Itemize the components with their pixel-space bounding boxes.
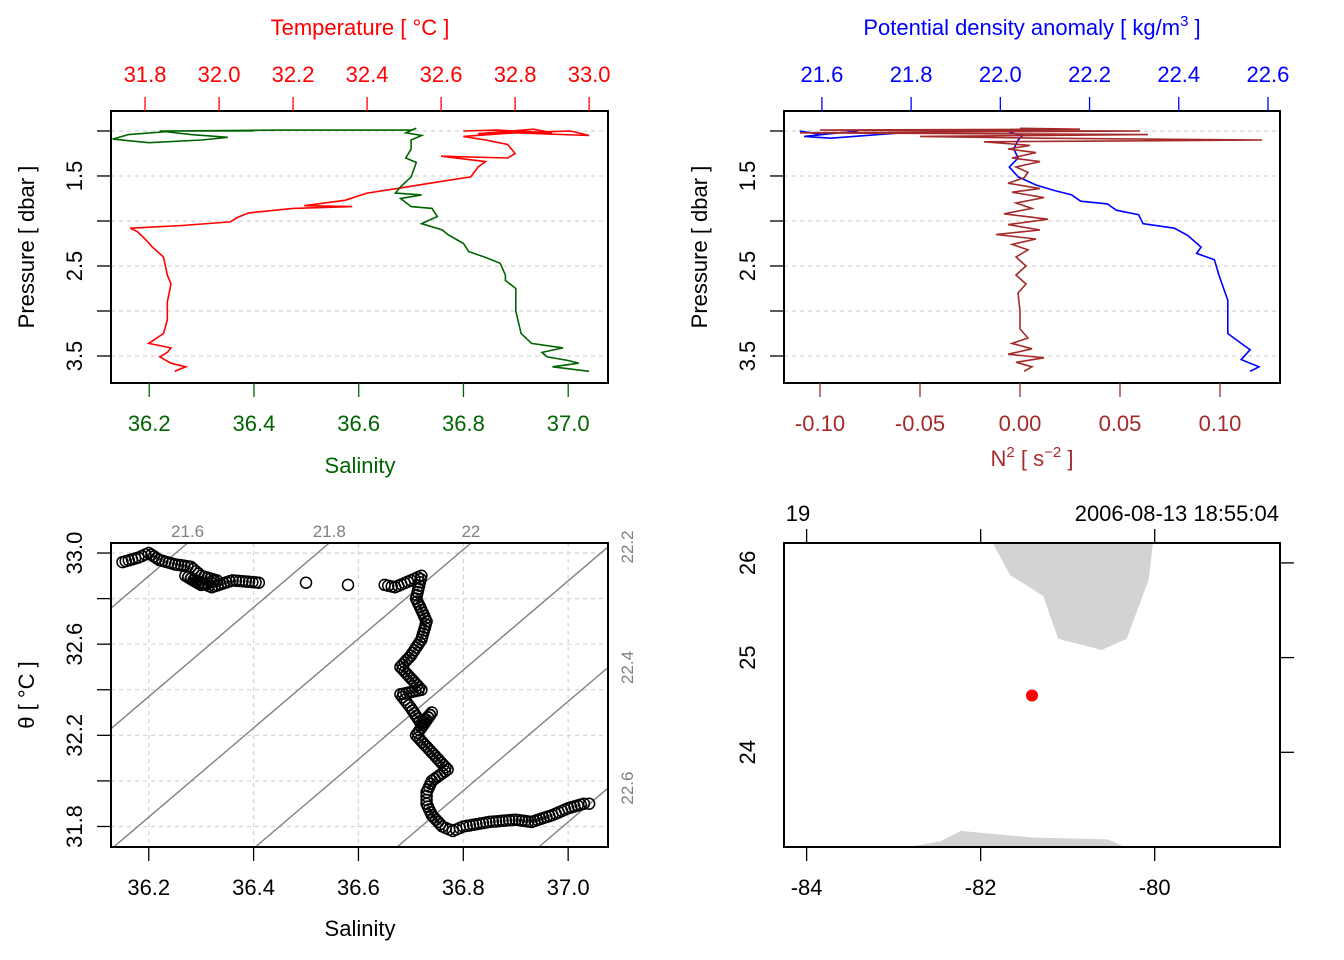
x-tick-label: 36.2 <box>127 875 170 900</box>
top-tick-label: 32.0 <box>198 62 241 87</box>
ts-point <box>418 738 431 751</box>
x-tick-label: 36.4 <box>232 875 275 900</box>
isopycnal-line <box>110 542 330 730</box>
y-tick-label: 1.5 <box>62 161 87 192</box>
x-tick-label: 36.8 <box>442 875 485 900</box>
top-tick-label: 22.2 <box>1068 62 1111 87</box>
y-tick-label: 32.6 <box>62 623 87 666</box>
y-tick-label: 2.5 <box>735 251 760 282</box>
isopycnal-line <box>538 787 609 848</box>
bottom-tick-label: 36.6 <box>337 411 380 436</box>
ts-point <box>416 735 429 749</box>
temperature-line <box>129 128 590 373</box>
bottom-tick-label: 0.00 <box>999 411 1042 436</box>
longitude-label: -82 <box>965 875 997 900</box>
latitude-label: 26 <box>735 551 760 575</box>
station-label: 19 <box>786 501 810 526</box>
x-tick-label: 37.0 <box>547 875 590 900</box>
top-tick-label: 32.8 <box>494 62 537 87</box>
station-map-panel: 19 2006-08-13 18:55:04 -84 -82 -80 26 25 24 <box>735 501 1294 900</box>
x-tick-label: 36.6 <box>337 875 380 900</box>
map-frame <box>783 542 1281 848</box>
potential-density-anomaly-line <box>799 128 1261 373</box>
n2-line <box>799 127 1263 372</box>
land-polygon <box>909 830 1126 847</box>
top-tick-label: 22.6 <box>1247 62 1290 87</box>
ts-point <box>424 745 438 758</box>
bottom-tick-label: 36.8 <box>442 411 485 436</box>
bottom-tick-label: -0.10 <box>795 411 845 436</box>
temperature-salinity-panel: Temperature [ °C ] Salinity Pressure [ d… <box>14 15 611 478</box>
ts-point <box>404 649 418 662</box>
density-axis-title: Potential density anomaly [ kg/m3 ] <box>863 13 1200 40</box>
ts-point <box>299 576 313 589</box>
top-tick-label: 21.8 <box>890 62 933 87</box>
ts-point <box>341 578 355 592</box>
y-tick-label: 1.5 <box>735 161 760 192</box>
bottom-tick-label: 36.2 <box>128 411 171 436</box>
y-tick-label: 2.5 <box>62 251 87 282</box>
isopycnal-label: 21.6 <box>171 522 204 541</box>
top-tick-label: 21.6 <box>800 62 843 87</box>
ts-point <box>404 672 418 685</box>
y-tick-label: 31.8 <box>62 805 87 848</box>
ts-point <box>439 760 452 774</box>
isopycnal-label: 22.2 <box>618 530 637 563</box>
ts-point <box>426 747 440 760</box>
ts-point <box>577 797 591 810</box>
density-n2-panel: Potential density anomaly [ kg/m3 ] N2 [… <box>687 13 1289 471</box>
top-tick-label: 32.2 <box>272 62 315 87</box>
plot-frame <box>110 542 609 848</box>
pressure-axis-title: Pressure [ dbar ] <box>687 166 712 329</box>
station-time-label: 2006-08-13 18:55:04 <box>1075 501 1279 526</box>
salinity-axis-title: Salinity <box>325 453 396 478</box>
station-marker <box>1026 689 1038 702</box>
salinity-axis-title: Salinity <box>325 916 396 941</box>
isopycnal-label: 21.8 <box>313 522 346 541</box>
ts-point <box>394 660 407 674</box>
ts-point <box>402 651 416 665</box>
bottom-tick-label: 36.4 <box>233 411 276 436</box>
ts-point <box>427 811 441 824</box>
isopycnal-label: 22.4 <box>618 651 637 684</box>
top-tick-label: 22.0 <box>979 62 1022 87</box>
isopycnal-label: 22 <box>461 522 480 541</box>
ts-point <box>429 813 443 826</box>
y-tick-label: 32.2 <box>62 714 87 757</box>
ts-point <box>402 669 416 683</box>
pressure-axis-title: Pressure [ dbar ] <box>14 166 39 329</box>
plot-frame <box>110 110 609 384</box>
longitude-label: -84 <box>791 875 823 900</box>
longitude-label: -80 <box>1139 875 1171 900</box>
n2-axis-title: N2 [ s−2 ] <box>991 444 1074 471</box>
top-tick-label: 22.4 <box>1157 62 1200 87</box>
top-tick-label: 31.8 <box>124 62 167 87</box>
y-tick-label: 3.5 <box>62 341 87 372</box>
land-polygon <box>992 543 1153 650</box>
plot-frame <box>783 110 1281 384</box>
ts-diagram-panel: Salinity θ [ °C ] 21.6 21.8 22 22.2 22.4 22.6… <box>14 522 637 941</box>
top-tick-label: 33.0 <box>568 62 611 87</box>
latitude-label: 24 <box>735 740 760 764</box>
top-tick-label: 32.6 <box>420 62 463 87</box>
isopycnal-line <box>110 542 188 609</box>
top-tick-label: 32.4 <box>346 62 389 87</box>
isopycnal-label: 22.6 <box>618 772 637 805</box>
y-tick-label: 33.0 <box>62 532 87 575</box>
ts-point <box>582 797 596 810</box>
bottom-tick-label: 37.0 <box>547 411 590 436</box>
salinity-line <box>112 127 590 373</box>
theta-axis-title: θ [ °C ] <box>14 661 39 728</box>
y-tick-label: 3.5 <box>735 341 760 372</box>
bottom-tick-label: 0.05 <box>1099 411 1142 436</box>
ts-point <box>252 576 266 589</box>
latitude-label: 25 <box>735 645 760 669</box>
bottom-tick-label: 0.10 <box>1199 411 1242 436</box>
bottom-tick-label: -0.05 <box>895 411 945 436</box>
temperature-axis-title: Temperature [ °C ] <box>271 15 450 40</box>
isopycnal-line <box>254 546 609 848</box>
